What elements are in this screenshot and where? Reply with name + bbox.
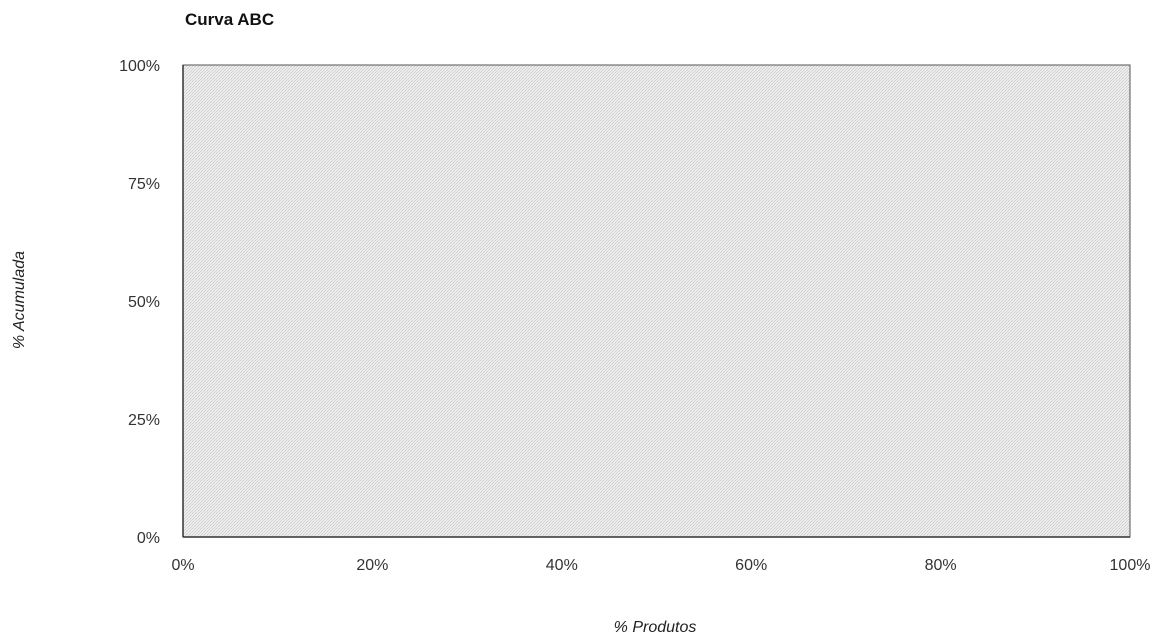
- chart-title: Curva ABC: [185, 10, 274, 29]
- y-tick-label: 50%: [128, 294, 160, 311]
- x-tick-label: 40%: [546, 557, 578, 574]
- x-tick-label: 100%: [1110, 557, 1151, 574]
- x-tick-label: 0%: [171, 557, 194, 574]
- y-axis-label: % Acumulada: [11, 251, 28, 349]
- y-tick-label: 25%: [128, 412, 160, 429]
- x-tick-label: 60%: [735, 557, 767, 574]
- y-tick-label: 0%: [137, 530, 160, 547]
- y-tick-label: 100%: [119, 58, 160, 75]
- x-tick-label: 80%: [925, 557, 957, 574]
- x-tick-label: 20%: [356, 557, 388, 574]
- x-axis-ticks: 0% 20% 40% 60% 80% 100%: [171, 557, 1150, 574]
- y-tick-label: 75%: [128, 176, 160, 193]
- y-axis-ticks: 0% 25% 50% 75% 100%: [119, 58, 160, 547]
- plot-background: [182, 64, 1131, 538]
- plot-area: [182, 64, 1131, 538]
- x-axis-label: % Produtos: [614, 619, 697, 636]
